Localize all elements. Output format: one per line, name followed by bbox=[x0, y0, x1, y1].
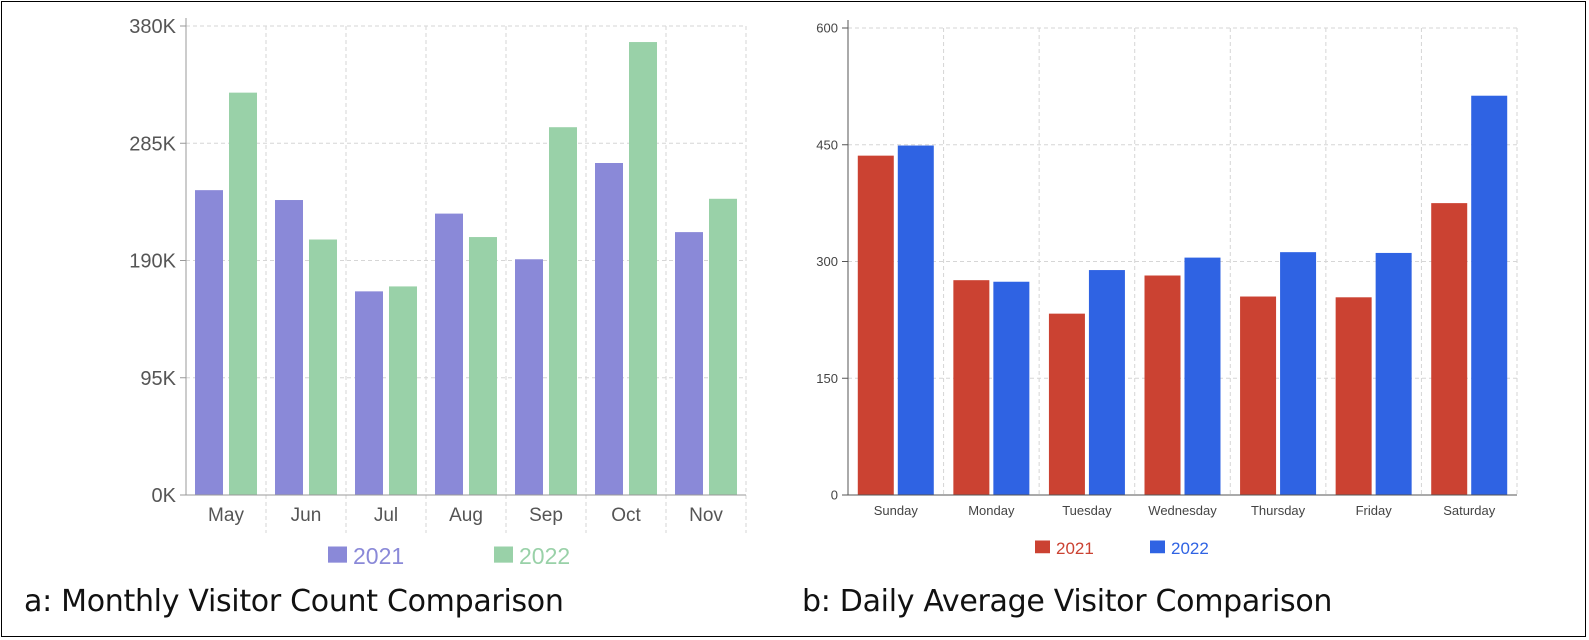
x-tick-label: Sunday bbox=[874, 503, 919, 518]
bar-2021-sunday bbox=[857, 155, 894, 495]
bar-2022-aug bbox=[469, 237, 497, 496]
bar-2022-friday bbox=[1375, 252, 1412, 495]
bar-2021-thursday bbox=[1240, 296, 1277, 495]
x-tick-label: Monday bbox=[968, 503, 1015, 518]
bar-2022-nov bbox=[709, 198, 737, 495]
x-tick-label: Thursday bbox=[1251, 503, 1306, 518]
legend-swatch-2021 bbox=[328, 546, 347, 563]
bar-2021-saturday bbox=[1431, 203, 1468, 495]
bar-2022-thursday bbox=[1280, 252, 1317, 495]
x-tick-label: May bbox=[208, 505, 244, 526]
y-tick-label: 95K bbox=[140, 368, 176, 390]
y-tick-label: 0K bbox=[152, 485, 177, 507]
bar-2022-jun bbox=[309, 239, 337, 495]
bar-2021-sep bbox=[515, 259, 543, 495]
bar-2022-wednesday bbox=[1184, 257, 1221, 495]
bar-2022-may bbox=[229, 92, 257, 495]
bar-2021-oct bbox=[595, 162, 623, 495]
x-tick-label: Wednesday bbox=[1148, 503, 1217, 518]
bar-2021-monday bbox=[953, 280, 990, 495]
legend-label-2021: 2021 bbox=[353, 543, 404, 569]
y-tick-label: 0 bbox=[831, 488, 838, 503]
bar-2021-friday bbox=[1335, 297, 1372, 495]
bar-2021-wednesday bbox=[1144, 275, 1181, 495]
x-tick-label: Nov bbox=[689, 505, 723, 526]
bar-2021-tuesday bbox=[1048, 313, 1085, 495]
legend-label-2021: 2021 bbox=[1056, 539, 1094, 558]
legend-swatch-2022 bbox=[1150, 540, 1165, 554]
bar-2021-nov bbox=[675, 232, 703, 495]
y-tick-label: 380K bbox=[129, 16, 176, 38]
bar-2022-sunday bbox=[897, 145, 934, 496]
bar-2022-saturday bbox=[1471, 95, 1508, 495]
x-tick-label: Sep bbox=[529, 505, 563, 526]
legend-label-2022: 2022 bbox=[1171, 539, 1209, 558]
bar-2022-oct bbox=[629, 42, 657, 495]
x-tick-label: Saturday bbox=[1443, 503, 1496, 518]
x-tick-label: Jul bbox=[374, 505, 398, 526]
y-tick-label: 150 bbox=[816, 371, 838, 386]
monthly-visitor-chart: 0K 95K 190K 285K 380K May Jun Jul Aug Sep Oct Nov 20… bbox=[129, 16, 747, 569]
bar-2022-jul bbox=[389, 286, 417, 495]
legend-swatch-2022 bbox=[494, 546, 513, 563]
bar-2021-aug bbox=[435, 213, 463, 495]
bar-2021-may bbox=[195, 190, 223, 495]
x-tick-label: Tuesday bbox=[1062, 503, 1112, 518]
caption-b: b: Daily Average Visitor Comparison bbox=[802, 584, 1333, 619]
bar-2022-monday bbox=[993, 281, 1030, 495]
bar-2022-sep bbox=[549, 127, 577, 495]
x-tick-label: Oct bbox=[611, 505, 641, 526]
x-tick-label: Aug bbox=[449, 505, 483, 526]
daily-average-chart: 0 150 300 450 600 Sunday Monday Tuesday Wednesda… bbox=[816, 20, 1518, 558]
y-tick-label: 600 bbox=[816, 21, 838, 36]
y-tick-label: 450 bbox=[816, 137, 838, 152]
bar-2022-tuesday bbox=[1088, 270, 1125, 495]
legend-swatch-2021 bbox=[1035, 540, 1050, 554]
bar-2021-jun bbox=[275, 200, 303, 495]
legend-label-2022: 2022 bbox=[519, 543, 570, 569]
y-tick-label: 300 bbox=[816, 254, 838, 269]
x-tick-label: Jun bbox=[291, 505, 322, 526]
y-tick-label: 190K bbox=[129, 251, 176, 273]
x-tick-label: Friday bbox=[1356, 503, 1393, 518]
bar-2021-jul bbox=[355, 291, 383, 495]
caption-a: a: Monthly Visitor Count Comparison bbox=[24, 584, 564, 619]
y-tick-label: 285K bbox=[129, 133, 176, 155]
